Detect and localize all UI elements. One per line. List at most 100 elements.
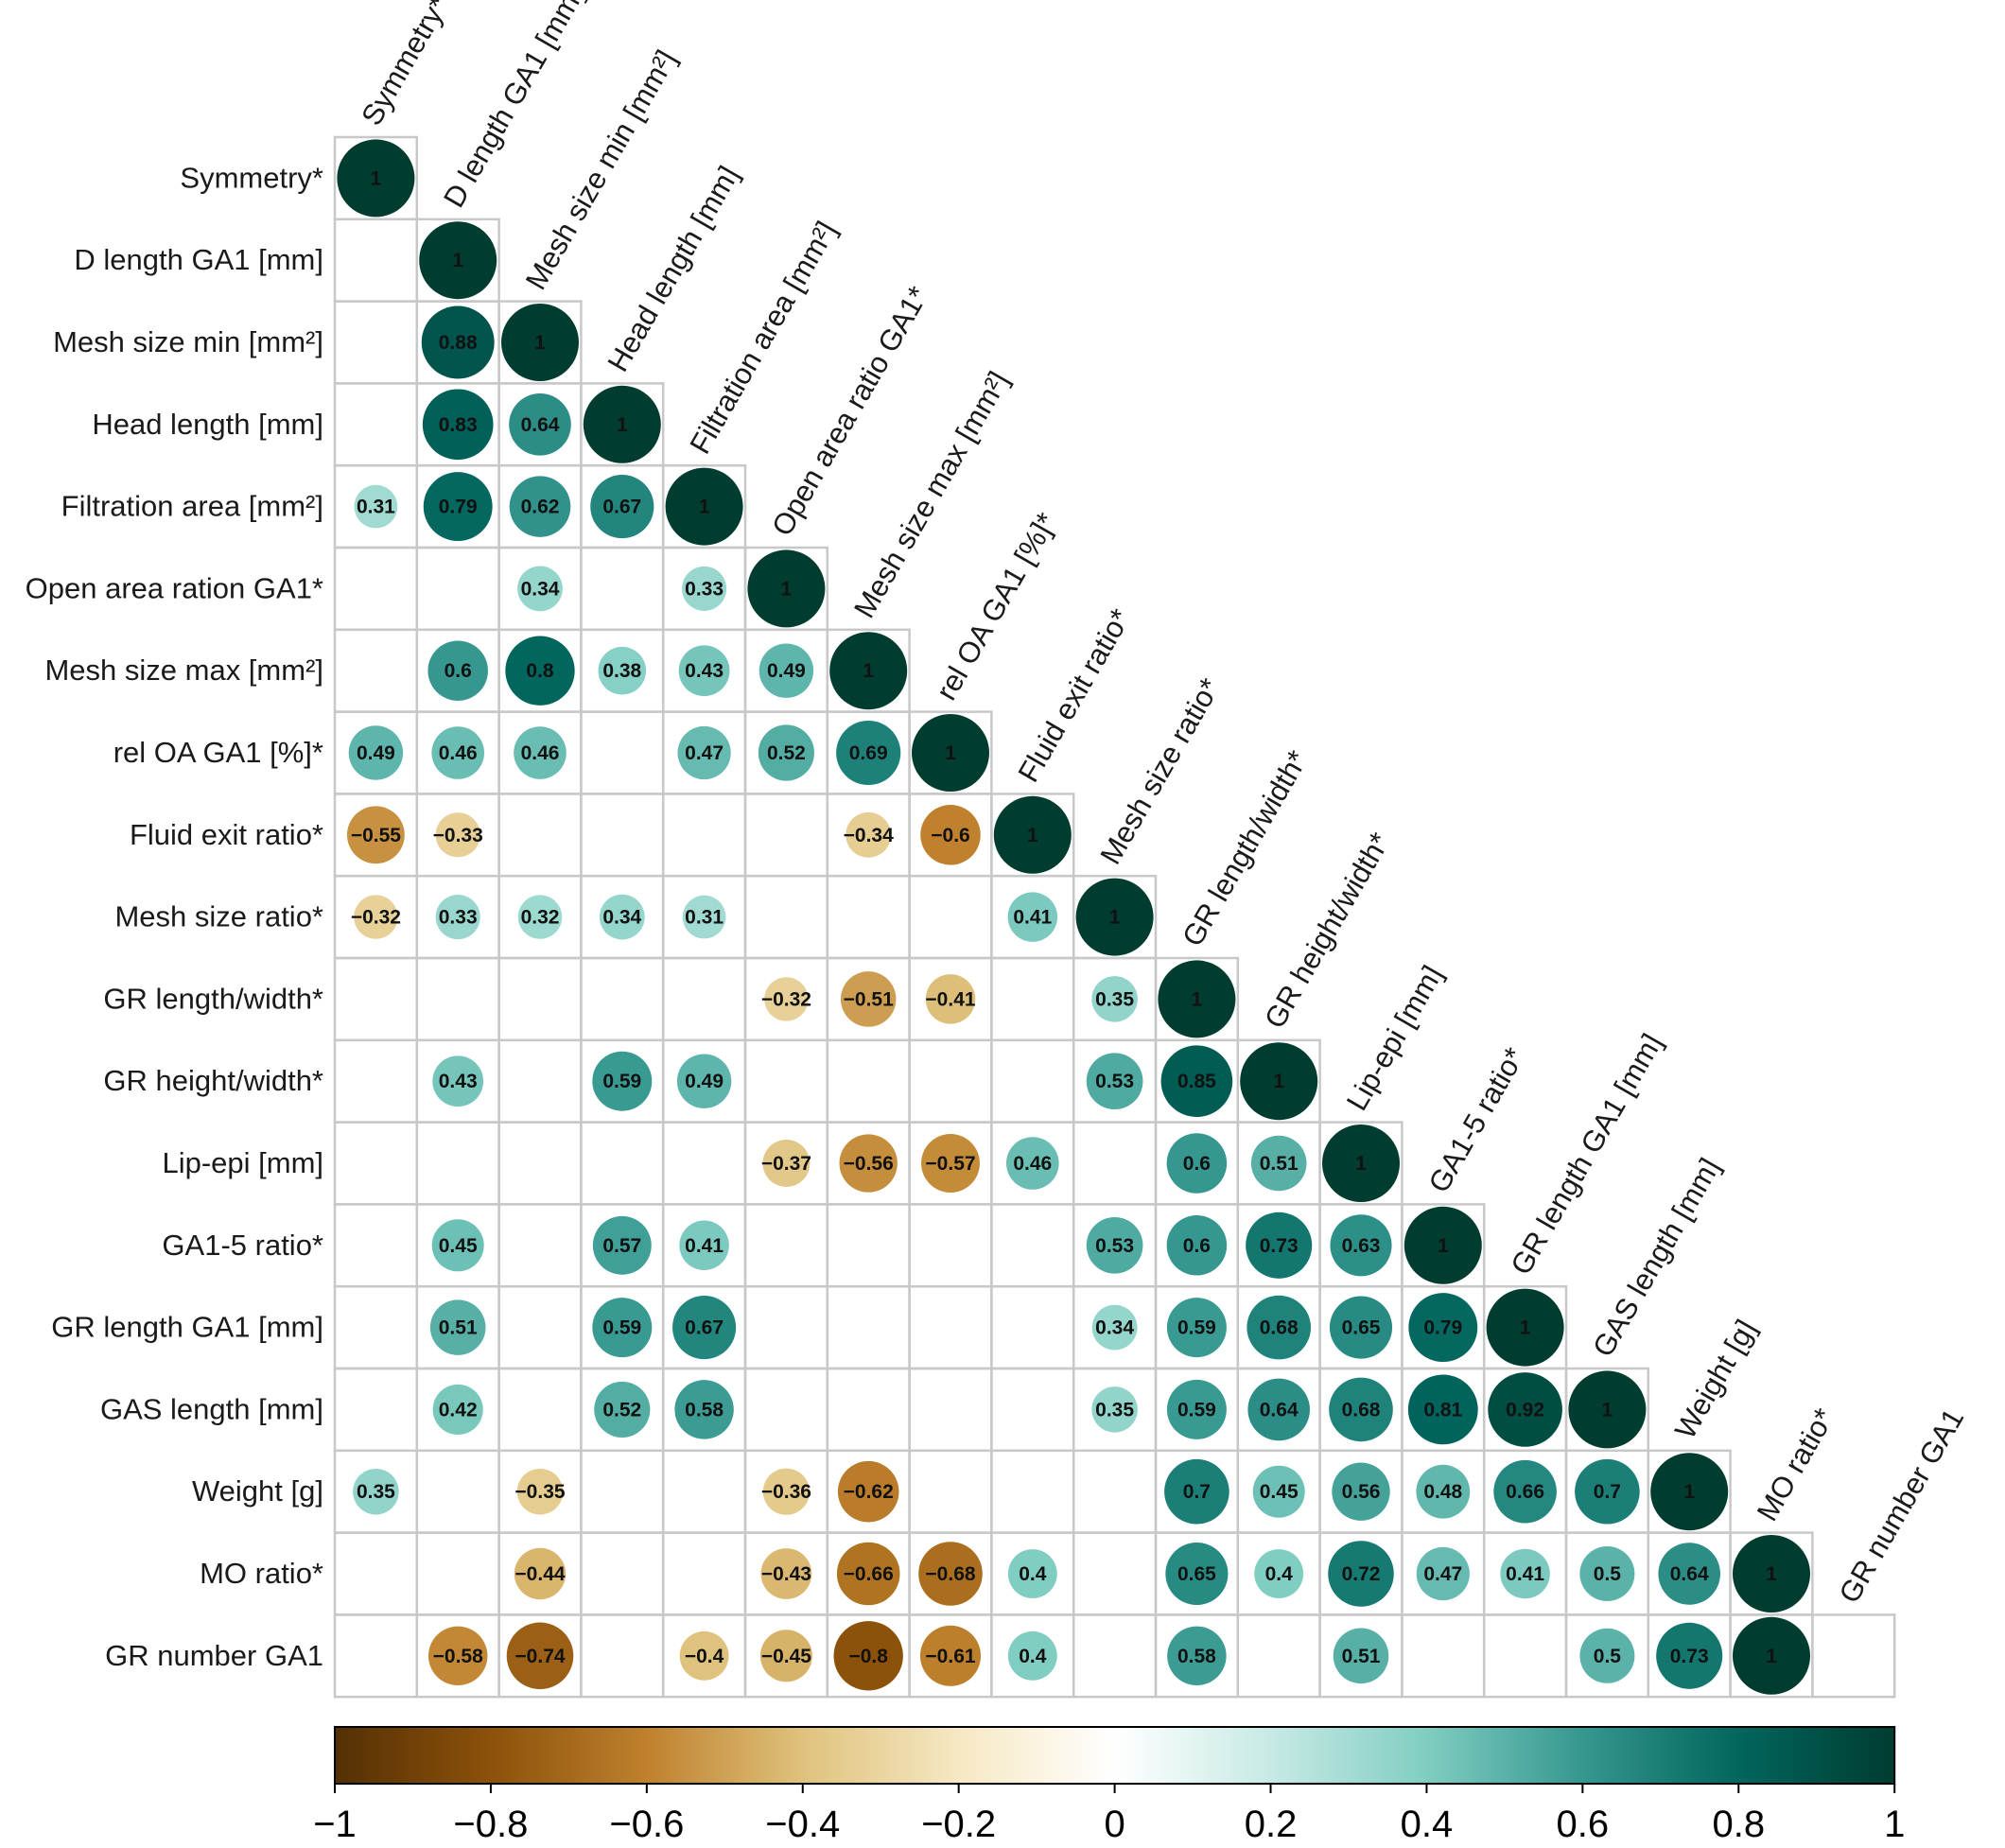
correlation-circle [594,1381,651,1438]
correlation-circle [514,726,567,779]
correlation-value-label: 0.73 [1260,1235,1299,1257]
correlation-value-label: 0.73 [1670,1646,1709,1667]
matrix-cell [990,1449,1075,1534]
correlation-value-label: 0.4 [1019,1563,1047,1585]
correlation-circle [1007,1630,1057,1681]
matrix-cell [580,1121,665,1206]
row-labels: Symmetry* D length GA1 [mm] Mesh size min … [26,161,323,1671]
correlation-value-label: 0.42 [439,1399,478,1421]
correlation-circle [599,894,645,940]
correlation-circle [1007,892,1058,942]
correlation-circle [1488,1372,1562,1447]
row-label: GA1-5 ratio* [162,1229,323,1262]
correlation-value-label: 0.58 [685,1399,724,1421]
correlation-value-label: 1 [1438,1235,1449,1257]
correlation-value-label: 0.65 [1342,1317,1381,1339]
correlation-value-label: 0.48 [1423,1481,1462,1503]
column-label: Head length [mm] [602,161,746,377]
correlation-value-label: 1 [371,167,382,189]
matrix-cell [333,1613,419,1699]
matrix-cell [497,1284,583,1370]
correlation-value-label: −0.33 [433,825,483,846]
correlation-circle [427,640,488,701]
correlation-circle [1404,1206,1482,1284]
correlation-value-label: 1 [1602,1399,1613,1421]
matrix-cell [661,1121,747,1206]
row-label: GR height/width* [103,1064,323,1097]
matrix-cell [333,1284,419,1370]
correlation-circle [431,726,485,779]
correlation-circle [679,1220,729,1271]
correlation-circle [833,1621,903,1691]
correlation-value-label: 0.85 [1177,1071,1216,1092]
matrix-cell [333,1038,419,1124]
correlation-circle [682,566,727,611]
correlation-circle [829,632,908,710]
correlation-circle [919,1625,982,1686]
colorbar-tick-label: 0.2 [1245,1804,1298,1845]
column-label: D length GA1 [mm] [437,0,590,213]
correlation-value-label: 1 [1192,988,1203,1010]
matrix-cell [908,1449,993,1534]
correlation-value-label: 0.34 [1095,1317,1134,1339]
correlation-value-label: 0.35 [1095,988,1134,1010]
correlation-value-label: −0.32 [761,988,811,1010]
correlation-circle [423,472,493,542]
correlation-circle [837,1460,899,1523]
correlation-circle [1091,1304,1138,1351]
matrix-cell [990,1203,1075,1288]
correlation-circle [1322,1124,1400,1202]
correlation-circle [1656,1622,1723,1689]
correlation-value-label: 0.59 [1177,1317,1216,1339]
correlation-value-label: 0.32 [521,907,560,929]
correlation-value-label: −0.68 [925,1563,975,1585]
matrix-cell [580,1531,665,1616]
correlation-value-label: 0.38 [602,660,641,682]
correlation-circle [353,1468,399,1515]
correlation-value-label: 0.35 [1095,1399,1134,1421]
correlation-value-label: 0.63 [1342,1235,1381,1257]
correlation-circle [427,1626,488,1686]
correlation-value-label: −0.58 [433,1646,483,1667]
correlation-circle [1160,1045,1233,1117]
correlation-circle [1247,1295,1312,1360]
correlation-value-label: 0.68 [1342,1399,1381,1421]
correlation-circle [419,221,497,300]
correlation-value-label: 0.6 [1183,1235,1211,1257]
matrix-cell [333,1367,419,1453]
correlation-value-label: −0.45 [761,1646,811,1667]
correlation-value-label: 0.67 [685,1317,724,1339]
correlation-value-label: −0.8 [848,1646,888,1667]
row-label: Head length [mm] [92,408,323,441]
matrix-cell [908,1367,993,1453]
matrix-cell [990,1367,1075,1453]
matrix-cell [908,1203,993,1288]
correlation-value-label: −0.32 [351,907,401,929]
correlation-circle [1493,1459,1557,1524]
correlation-circle [764,977,809,1021]
matrix-cell [497,793,583,878]
row-label: Weight [g] [192,1474,323,1508]
correlation-value-label: −0.51 [844,988,894,1010]
correlation-value-label: −0.57 [925,1153,975,1175]
column-label: GR length GA1 [mm] [1504,1028,1668,1281]
correlation-value-label: 0.4 [1019,1646,1047,1667]
matrix-cell [415,1121,500,1206]
matrix-cell [580,546,665,632]
correlation-value-label: 0.33 [685,578,724,600]
correlation-circle [758,643,814,698]
correlation-value-label: 0.7 [1183,1481,1211,1503]
correlation-circle [1086,1053,1143,1110]
correlation-circle [1407,1374,1478,1445]
correlation-value-label: 0.53 [1095,1235,1134,1257]
row-label: GR number GA1 [105,1639,323,1672]
matrix-cell [415,956,500,1042]
column-label: GR length/width* [1176,745,1315,952]
correlation-circle [1250,1135,1307,1192]
correlation-value-label: 0.34 [521,578,560,600]
correlation-value-label: 0.69 [849,742,888,764]
correlation-circle [920,805,981,865]
correlation-circle [435,812,480,858]
correlation-value-label: −0.61 [925,1646,975,1667]
correlation-circle [1158,960,1236,1038]
